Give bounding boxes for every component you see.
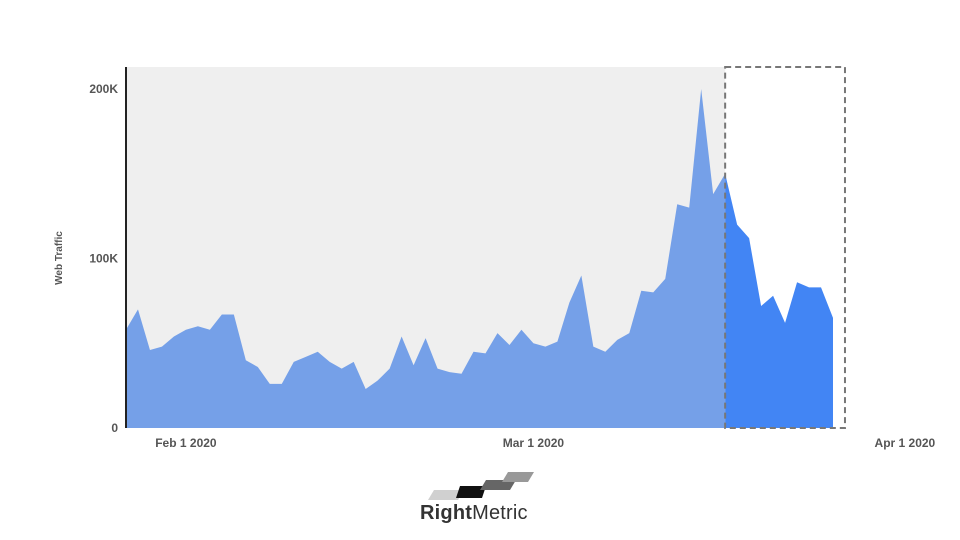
x-tick-label: Mar 1 2020 <box>503 436 565 450</box>
rightmetric-logo-mark <box>428 472 534 500</box>
y-axis-label: Web Traffic <box>54 231 65 285</box>
y-tick-label: 100K <box>89 252 118 266</box>
area-series-group <box>126 89 833 428</box>
y-tick-label: 200K <box>89 82 118 96</box>
logo-wordmark: RightMetric <box>420 502 550 525</box>
y-tick-label: 0 <box>111 421 118 435</box>
area-series-1 <box>126 89 726 428</box>
y-tick-labels: 0 100K 200K <box>89 82 118 435</box>
x-tick-labels: Feb 1 2020 Mar 1 2020 Apr 1 2020 <box>155 436 935 450</box>
logo-regular: Metric <box>472 502 528 524</box>
rightmetric-logo: RightMetric <box>420 468 550 528</box>
area-series-2 <box>725 173 833 428</box>
x-tick-label: Feb 1 2020 <box>155 436 217 450</box>
x-tick-label: Apr 1 2020 <box>875 436 936 450</box>
highlight-dashed-box <box>724 66 846 429</box>
logo-bold: Right <box>420 502 473 524</box>
